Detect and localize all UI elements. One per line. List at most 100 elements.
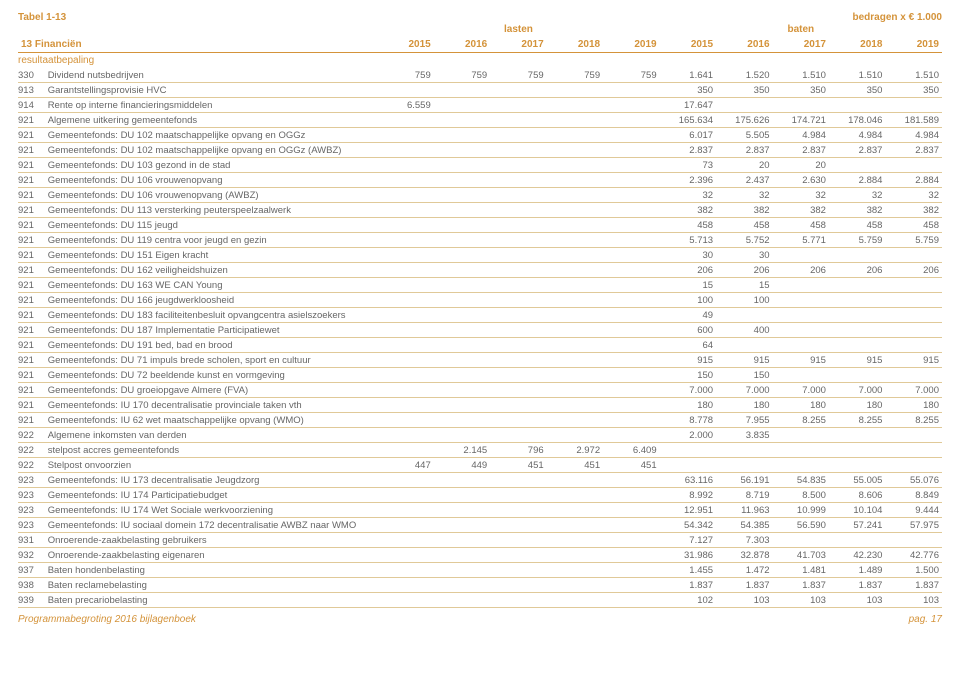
row-value (490, 413, 546, 428)
row-value (434, 278, 490, 293)
row-value: 350 (773, 83, 829, 98)
row-value (773, 443, 829, 458)
table-row: 914Rente op interne financieringsmiddele… (18, 98, 942, 113)
row-value (547, 563, 603, 578)
row-value (377, 548, 433, 563)
row-value (434, 338, 490, 353)
row-value: 458 (829, 218, 885, 233)
row-value: 73 (660, 158, 716, 173)
baten-header: baten (660, 23, 942, 37)
row-value: 174.721 (773, 113, 829, 128)
row-value (490, 578, 546, 593)
row-value (547, 578, 603, 593)
row-value: 1.489 (829, 563, 885, 578)
row-code: 921 (18, 293, 45, 308)
row-value: 8.500 (773, 488, 829, 503)
row-value: 6.017 (660, 128, 716, 143)
row-value (547, 143, 603, 158)
row-value: 56.191 (716, 473, 772, 488)
row-value (885, 293, 942, 308)
row-value (434, 233, 490, 248)
row-value: 7.955 (716, 413, 772, 428)
row-value (434, 248, 490, 263)
row-value (434, 263, 490, 278)
row-value: 42.776 (885, 548, 942, 563)
row-value: 1.837 (773, 578, 829, 593)
row-value: 15 (660, 278, 716, 293)
row-value (547, 338, 603, 353)
row-value (603, 143, 660, 158)
row-value: 2.837 (716, 143, 772, 158)
row-value (490, 548, 546, 563)
row-value (603, 578, 660, 593)
table-row: 921Gemeentefonds: DU 115 jeugd4584584584… (18, 218, 942, 233)
row-value: 1.481 (773, 563, 829, 578)
row-code: 921 (18, 413, 45, 428)
row-value: 8.719 (716, 488, 772, 503)
row-value (829, 428, 885, 443)
row-value: 55.076 (885, 473, 942, 488)
row-label: Gemeentefonds: DU 183 faciliteitenbeslui… (45, 308, 378, 323)
row-value: 1.837 (829, 578, 885, 593)
row-value (490, 113, 546, 128)
row-value (377, 308, 433, 323)
row-label: Gemeentefonds: DU 151 Eigen kracht (45, 248, 378, 263)
row-value (377, 188, 433, 203)
row-value (490, 533, 546, 548)
row-value: 447 (377, 458, 433, 473)
row-value (603, 548, 660, 563)
row-value (885, 158, 942, 173)
group-header: lasten baten (18, 23, 942, 37)
row-value (547, 113, 603, 128)
lasten-header: lasten (377, 23, 659, 37)
row-label: Gemeentefonds: DU 163 WE CAN Young (45, 278, 378, 293)
row-value (377, 278, 433, 293)
row-value (547, 548, 603, 563)
row-value (490, 218, 546, 233)
row-code: 923 (18, 503, 45, 518)
row-code: 937 (18, 563, 45, 578)
row-label: Gemeentefonds: DU groeiopgave Almere (FV… (45, 383, 378, 398)
row-value (773, 248, 829, 263)
row-value: 350 (660, 83, 716, 98)
row-value: 4.984 (773, 128, 829, 143)
row-value: 2.145 (434, 443, 490, 458)
row-value: 181.589 (885, 113, 942, 128)
row-value: 180 (773, 398, 829, 413)
row-value (829, 293, 885, 308)
row-label: Gemeentefonds: DU 191 bed, bad en brood (45, 338, 378, 353)
row-value: 64 (660, 338, 716, 353)
row-value (434, 563, 490, 578)
row-value (377, 563, 433, 578)
row-value: 350 (829, 83, 885, 98)
row-value (377, 83, 433, 98)
row-label: Gemeentefonds: IU 174 Wet Sociale werkvo… (45, 503, 378, 518)
row-value: 458 (773, 218, 829, 233)
row-value (773, 98, 829, 113)
row-value: 32.878 (716, 548, 772, 563)
row-value (434, 293, 490, 308)
row-code: 921 (18, 383, 45, 398)
row-value (885, 443, 942, 458)
row-value (434, 203, 490, 218)
table-row: 923Gemeentefonds: IU 174 Participatiebud… (18, 488, 942, 503)
row-code: 921 (18, 368, 45, 383)
row-label: stelpost accres gemeentefonds (45, 443, 378, 458)
row-value (885, 533, 942, 548)
row-value (490, 428, 546, 443)
row-value: 759 (377, 68, 433, 83)
row-value (434, 368, 490, 383)
row-value (829, 338, 885, 353)
row-value (434, 188, 490, 203)
row-value (547, 593, 603, 608)
row-value: 2.837 (660, 143, 716, 158)
row-value: 350 (716, 83, 772, 98)
row-value (490, 368, 546, 383)
row-value: 17.647 (660, 98, 716, 113)
row-value (377, 383, 433, 398)
row-value (885, 458, 942, 473)
row-label: Dividend nutsbedrijven (45, 68, 378, 83)
row-value: 382 (773, 203, 829, 218)
year-col: 2015 (660, 37, 716, 53)
row-value: 1.510 (829, 68, 885, 83)
